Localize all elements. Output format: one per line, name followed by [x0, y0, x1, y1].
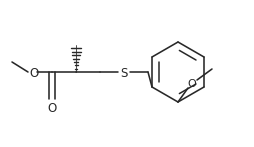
- Text: O: O: [47, 102, 57, 115]
- Text: S: S: [120, 66, 128, 80]
- Text: O: O: [188, 79, 196, 89]
- Text: O: O: [29, 66, 38, 80]
